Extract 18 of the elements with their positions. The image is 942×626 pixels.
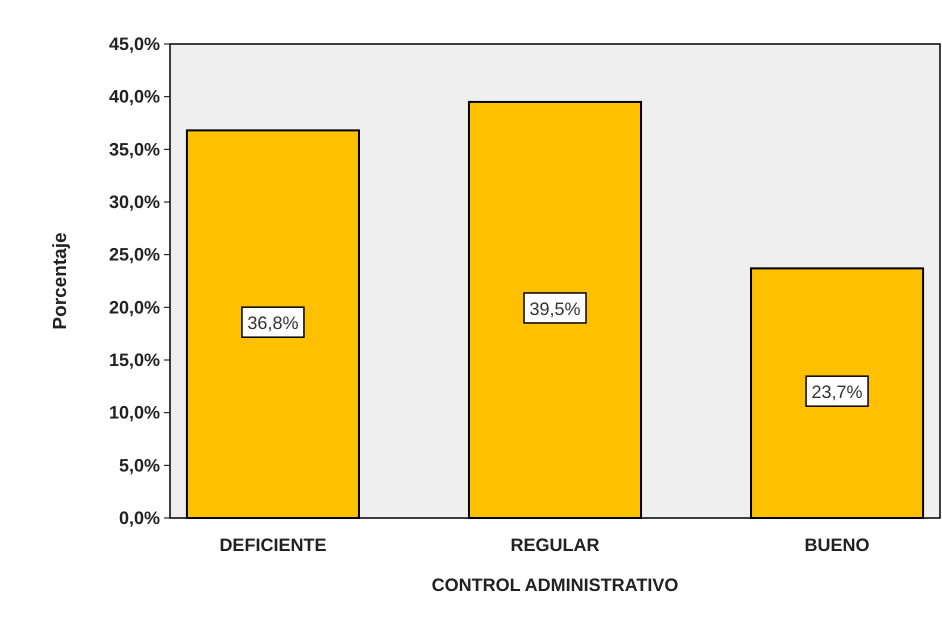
- y-tick-label: 25,0%: [108, 244, 160, 265]
- data-label: 39,5%: [529, 298, 581, 319]
- y-tick-label: 0,0%: [118, 508, 160, 528]
- x-axis-title: CONTROL ADMINISTRATIVO: [432, 575, 678, 595]
- x-tick-label: BUENO: [804, 535, 870, 555]
- y-tick-label: 20,0%: [108, 297, 160, 318]
- y-tick-label: 5,0%: [118, 455, 160, 476]
- y-axis-title: Porcentaje: [50, 232, 71, 330]
- y-tick-label: 45,0%: [108, 34, 160, 54]
- y-tick-label: 10,0%: [108, 402, 160, 423]
- y-tick-label: 15,0%: [108, 350, 160, 370]
- y-tick-label: 40,0%: [108, 86, 160, 107]
- data-label: 23,7%: [812, 382, 863, 402]
- y-tick-label: 35,0%: [108, 139, 160, 160]
- x-tick-label: DEFICIENTE: [219, 535, 326, 555]
- data-label: 36,8%: [247, 313, 298, 334]
- y-tick-label: 30,0%: [108, 192, 160, 212]
- x-tick-label: REGULAR: [510, 535, 600, 555]
